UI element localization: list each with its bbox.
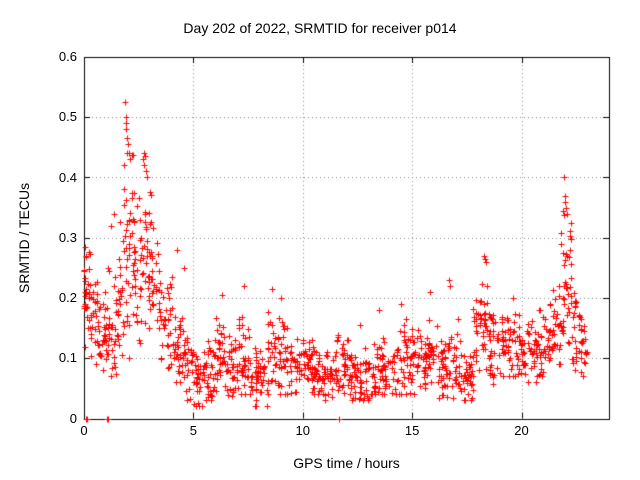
x-tick-label: 15	[404, 423, 420, 438]
x-tick-label: 5	[189, 423, 197, 438]
y-tick-label: 0	[69, 410, 77, 426]
chart-title: Day 202 of 2022, SRMTID for receiver p01…	[183, 20, 457, 36]
x-tick-label: 10	[295, 423, 310, 438]
x-axis-label: GPS time / hours	[293, 455, 400, 471]
x-tick-label: 0	[80, 423, 88, 438]
y-tick-label: 0.2	[58, 290, 77, 305]
y-tick-label: 0.3	[58, 229, 77, 245]
y-tick-label: 0.1	[58, 350, 77, 366]
y-tick-label: 0.4	[58, 169, 77, 185]
y-tick-label: 0.5	[58, 109, 77, 125]
x-tick-label: 20	[514, 423, 529, 438]
y-tick-label: 0.6	[58, 49, 77, 64]
